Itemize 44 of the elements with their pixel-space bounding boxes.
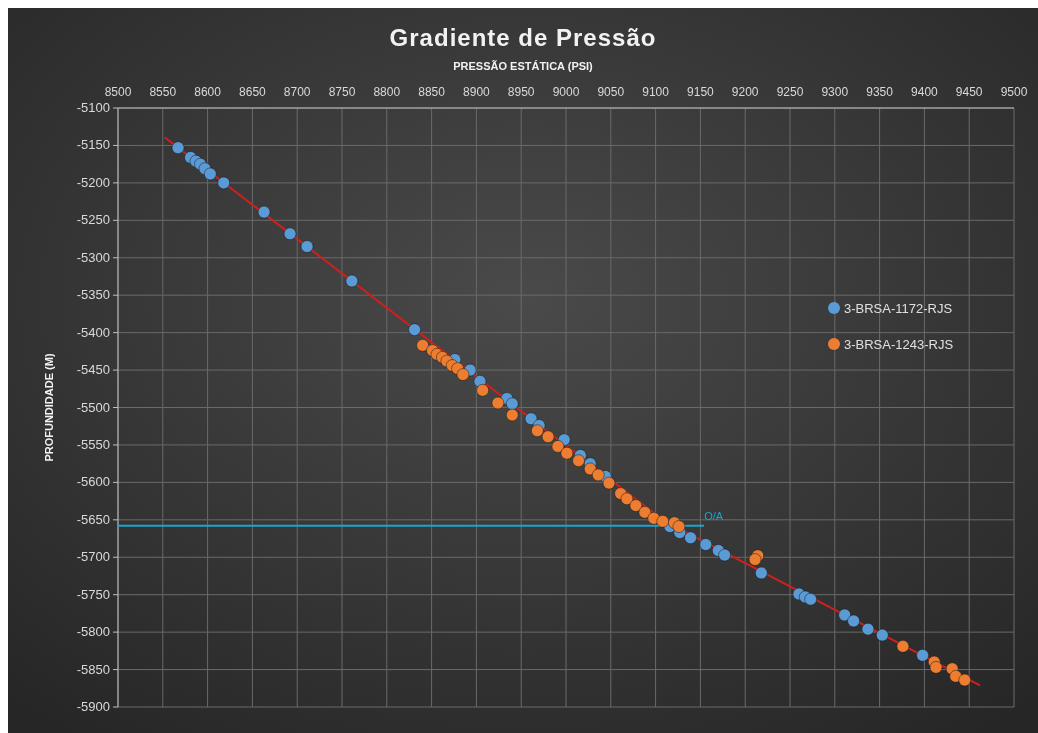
x-tick-label: 9400 (911, 85, 939, 99)
y-axis-title: PROFUNDIDADE (M) (43, 353, 55, 462)
y-tick-label: -5600 (76, 474, 110, 490)
y-tick-label: -5650 (76, 511, 110, 527)
x-axis-title: PRESSÃO ESTÁTICA (PSI) (453, 60, 594, 72)
x-tick-label: 8700 (283, 85, 311, 99)
y-tick-label: -5700 (76, 549, 110, 565)
y-tick-label: -5800 (76, 624, 110, 640)
x-tick-label: 9200 (731, 85, 759, 99)
x-tick-label: 8550 (149, 85, 177, 99)
x-tick-label: 9250 (776, 85, 804, 99)
y-tick-label: -5100 (76, 100, 110, 115)
chart-title: Gradiente de Pressão (389, 24, 657, 51)
x-tick-label: 9000 (552, 85, 580, 99)
x-tick-label: 8850 (418, 85, 446, 99)
y-tick-label: -5450 (76, 362, 110, 378)
annotation: O/A (704, 509, 724, 522)
x-tick-label: 9450 (955, 85, 983, 99)
x-tick-label: 8950 (507, 85, 535, 99)
y-tick-label: -5850 (76, 661, 110, 677)
y-tick-label: -5250 (76, 212, 110, 228)
legend-label: 3-BRSA-1172-RJS (844, 301, 953, 316)
x-tick-label: 9350 (866, 85, 894, 99)
y-tick-label: -5200 (76, 174, 110, 190)
x-tick-label: 9050 (597, 85, 625, 99)
x-tick-label: 8800 (373, 85, 401, 99)
x-tick-label: 9500 (1000, 85, 1028, 99)
y-tick-label: -5900 (76, 699, 110, 714)
x-tick-label: 9300 (821, 85, 849, 99)
x-tick-label: 8900 (463, 85, 491, 99)
y-tick-label: -5400 (76, 324, 110, 340)
x-tick-label: 8650 (239, 85, 267, 99)
y-tick-label: -5750 (76, 586, 110, 602)
y-tick-label: -5300 (76, 249, 110, 265)
y-tick-label: -5350 (76, 287, 110, 303)
y-tick-label: -5500 (76, 399, 110, 415)
x-tick-label: 9150 (687, 85, 715, 99)
x-tick-label: 9100 (642, 85, 670, 99)
x-tick-label: 8500 (104, 85, 132, 99)
x-tick-label: 8600 (194, 85, 222, 99)
y-tick-label: -5150 (76, 137, 110, 153)
x-tick-label: 8750 (328, 85, 356, 99)
legend-label: 3-BRSA-1243-RJS (844, 337, 954, 352)
y-tick-label: -5550 (76, 436, 110, 452)
